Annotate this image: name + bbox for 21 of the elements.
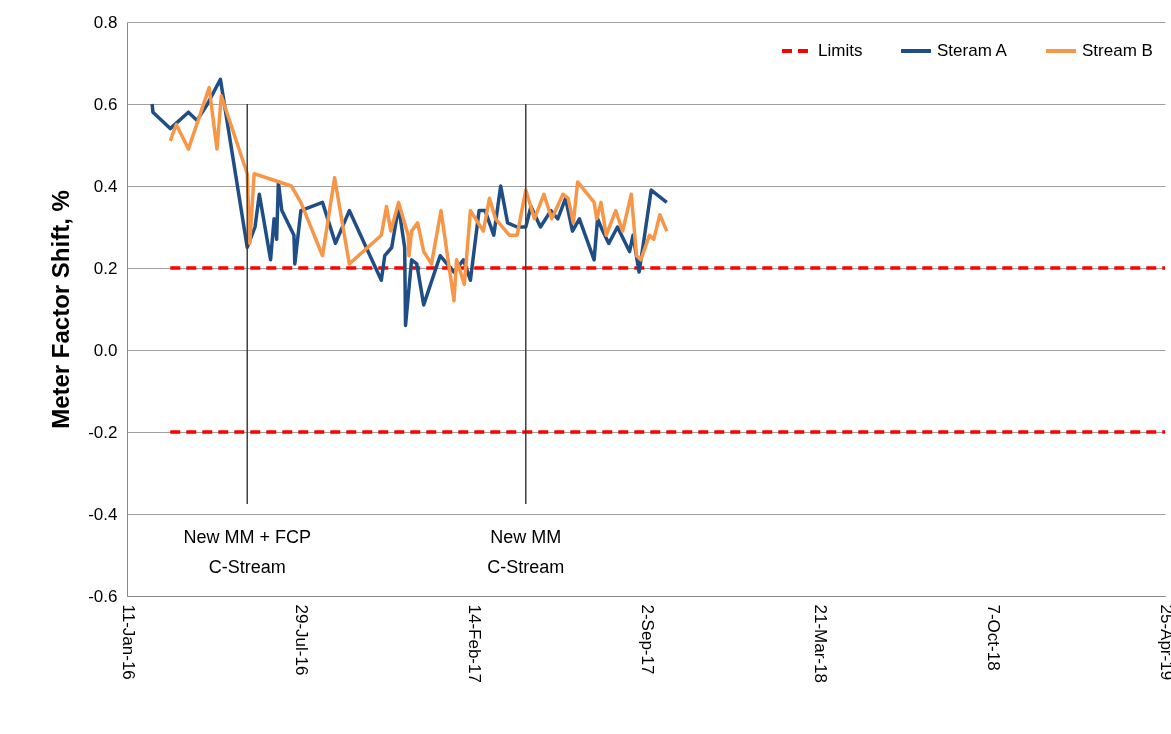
- ref-line-label: New MM + FCP C-Stream: [183, 527, 311, 577]
- legend-label: Steram A: [937, 41, 1008, 60]
- x-tick-label: 14-Feb-17: [464, 604, 484, 683]
- y-tick-label: 0.4: [93, 176, 118, 196]
- legend-label: Limits: [818, 41, 863, 60]
- y-tick-label: 0.8: [93, 12, 118, 32]
- x-tick-label: 21-Mar-18: [810, 604, 830, 683]
- y-tick-label: -0.6: [88, 586, 118, 606]
- x-tick-label: 7-Oct-18: [983, 604, 1003, 671]
- y-tick-label: 0.6: [93, 94, 118, 114]
- x-tick-label: 2-Sep-17: [637, 604, 657, 675]
- ref-line-label: New MM C-Stream: [487, 527, 565, 577]
- y-tick-label: 0.0: [93, 340, 118, 360]
- x-tick-label: 29-Jul-16: [291, 604, 311, 676]
- legend-label: Stream B: [1082, 41, 1153, 60]
- y-tick-label: 0.2: [93, 258, 118, 278]
- y-tick-label: -0.2: [88, 422, 118, 442]
- y-axis-title: Meter Factor Shift, %: [47, 190, 75, 429]
- x-tick-label: 11-Jan-16: [118, 604, 138, 680]
- line-series: [168, 85, 669, 303]
- y-tick-label: -0.4: [88, 504, 118, 524]
